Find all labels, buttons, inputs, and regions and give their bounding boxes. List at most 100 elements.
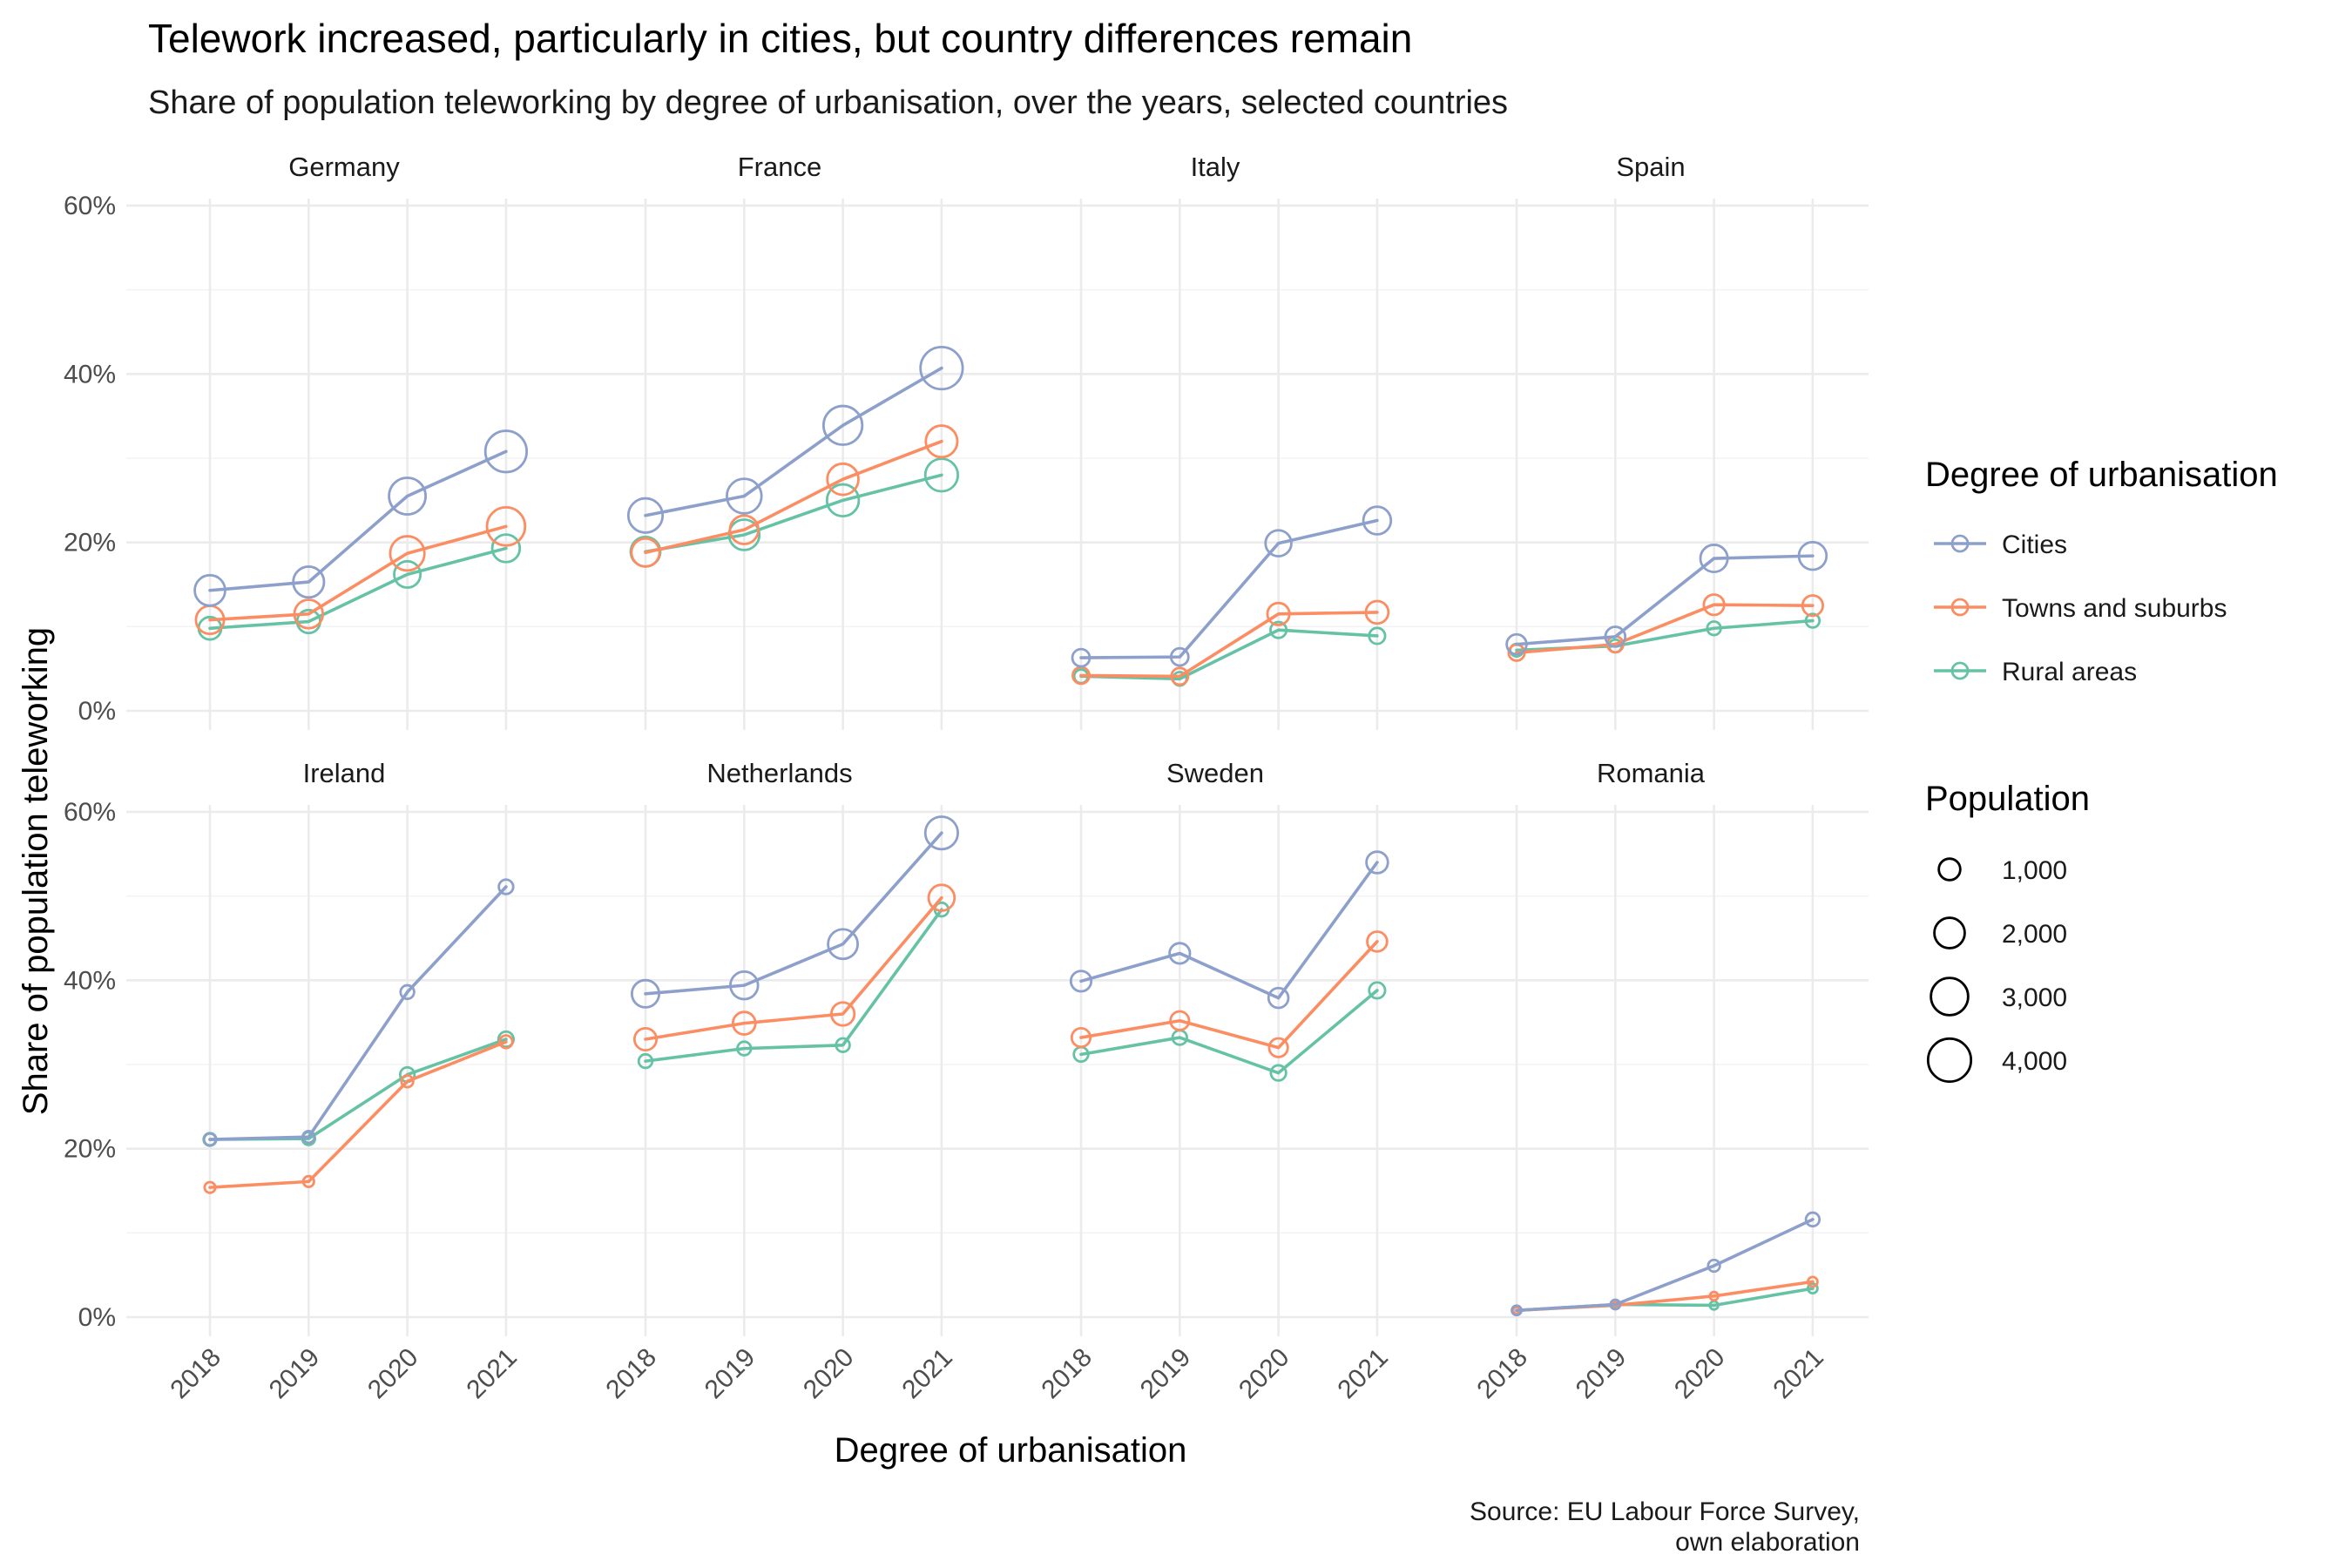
facet-label-italy: Italy: [1191, 152, 1240, 182]
point-rural: [1368, 626, 1387, 645]
size-legend-title: Population: [1925, 780, 2090, 818]
point-towns: [1364, 599, 1390, 625]
chart-title: Telework increased, particularly in citi…: [148, 16, 1412, 61]
x-tick-label: 2018: [1036, 1343, 1098, 1405]
x-tick-label: 2020: [798, 1343, 860, 1405]
y-axis-title: Share of population teleworking: [17, 627, 55, 1115]
legend-swatch-point-rural: [1950, 661, 1970, 680]
point-towns: [400, 1074, 415, 1089]
point-cities: [301, 1129, 316, 1145]
x-tick-label: 2021: [1332, 1343, 1394, 1405]
point-cities: [729, 970, 760, 1001]
panel-ireland: Ireland 0% 20% 40% 60% 2018 2019 2020 2021: [64, 758, 562, 1404]
legend-swatch-point-cities: [1950, 534, 1970, 553]
point-cities: [919, 345, 964, 391]
x-tick-label: 2018: [1471, 1343, 1533, 1405]
legend-swatch-point-towns: [1950, 598, 1970, 617]
point-towns: [829, 1001, 856, 1027]
point-cities: [1264, 529, 1293, 558]
point-rural: [1804, 612, 1821, 629]
point-cities: [1169, 646, 1190, 667]
point-cities: [626, 497, 665, 534]
x-tick-label: 2019: [264, 1343, 326, 1405]
series-line-rural: [644, 908, 943, 1063]
color-legend-items: Cities Towns and suburbs Rural areas: [1934, 531, 2227, 686]
size-legend-label: 1,000: [2002, 856, 2067, 885]
point-towns: [1806, 1275, 1819, 1288]
facet-label-ireland: Ireland: [303, 758, 386, 788]
panel-netherlands: Netherlands 2018 2019 2020 2021: [562, 758, 997, 1404]
y-tick-label: 60%: [64, 192, 116, 220]
point-cities: [1505, 632, 1528, 656]
point-cities: [1699, 544, 1729, 574]
point-towns: [826, 462, 860, 497]
point-cities: [1365, 850, 1389, 875]
y-tick-label: 20%: [64, 529, 116, 558]
series-line-rural: [644, 473, 943, 554]
panel-spain: Spain: [1433, 152, 1869, 730]
point-towns: [485, 506, 527, 547]
point-cities: [1604, 625, 1627, 648]
point-cities: [202, 1132, 218, 1147]
point-cities: [821, 404, 864, 446]
point-rural: [393, 559, 422, 589]
y-tick-label: 0%: [78, 697, 116, 726]
series-line-rural: [1079, 628, 1379, 681]
point-towns: [924, 424, 959, 459]
point-towns: [1170, 666, 1190, 686]
point-towns: [728, 514, 760, 545]
legend-label-towns: Towns and suburbs: [2002, 594, 2227, 623]
x-axis-title: Degree of urbanisation: [835, 1431, 1187, 1470]
series-line-towns: [208, 524, 508, 622]
point-cities: [827, 928, 859, 961]
point-cities: [1069, 970, 1093, 993]
facet-label-france: France: [738, 152, 821, 182]
point-towns: [1708, 1290, 1720, 1302]
x-tick-label: 2021: [1767, 1343, 1829, 1405]
facet-label-spain: Spain: [1616, 152, 1685, 182]
point-towns: [293, 598, 325, 630]
point-rural: [1806, 1282, 1819, 1295]
point-towns: [389, 535, 426, 572]
point-rural: [1269, 1064, 1288, 1082]
point-towns: [927, 883, 956, 912]
caption-line-2: own elaboration: [1675, 1528, 1860, 1557]
point-cities: [1609, 1298, 1622, 1311]
size-legend-circle: [1933, 916, 1966, 950]
x-tick-label: 2020: [362, 1343, 424, 1405]
point-towns: [1801, 594, 1824, 618]
color-legend: Degree of urbanisation Cities Towns and s…: [1925, 456, 2278, 686]
series-line-cities: [1515, 1218, 1815, 1313]
point-rural: [490, 533, 522, 564]
series-line-cities: [208, 449, 508, 592]
y-tick-label: 0%: [78, 1303, 116, 1332]
facet-label-netherlands: Netherlands: [706, 758, 852, 788]
point-towns: [301, 1174, 315, 1188]
series-line-towns: [644, 896, 943, 1041]
point-rural: [835, 1037, 851, 1053]
x-tick-label: 2019: [700, 1343, 761, 1405]
panel-romania: Romania 2018 2019 2020 2021: [1433, 758, 1869, 1404]
x-tick-label: 2020: [1233, 1343, 1295, 1405]
point-rural: [825, 483, 861, 518]
x-tick-label: 2018: [165, 1343, 226, 1405]
point-towns: [1266, 601, 1291, 626]
point-cities: [1168, 942, 1192, 965]
size-legend-items: 1,000 2,000 3,000 4,000: [1926, 856, 2067, 1084]
facet-label-romania: Romania: [1597, 758, 1706, 788]
size-legend-circle: [1937, 857, 1962, 882]
series-line-cities: [1079, 861, 1379, 1000]
size-legend-circle: [1930, 977, 1970, 1017]
point-rural: [497, 1030, 516, 1049]
y-tick-label: 40%: [64, 360, 116, 389]
point-rural: [637, 1052, 654, 1070]
x-tick-label: 2021: [461, 1343, 523, 1405]
point-cities: [292, 565, 326, 599]
size-legend: Population 1,000 2,000 3,000 4,000: [1925, 780, 2090, 1084]
series-line-towns: [1079, 940, 1379, 1050]
series-line-towns: [208, 1040, 508, 1189]
series-line-cities: [208, 885, 508, 1141]
point-cities: [726, 477, 763, 515]
panel-sweden: Sweden 2018 2019 2020 2021: [997, 758, 1433, 1404]
